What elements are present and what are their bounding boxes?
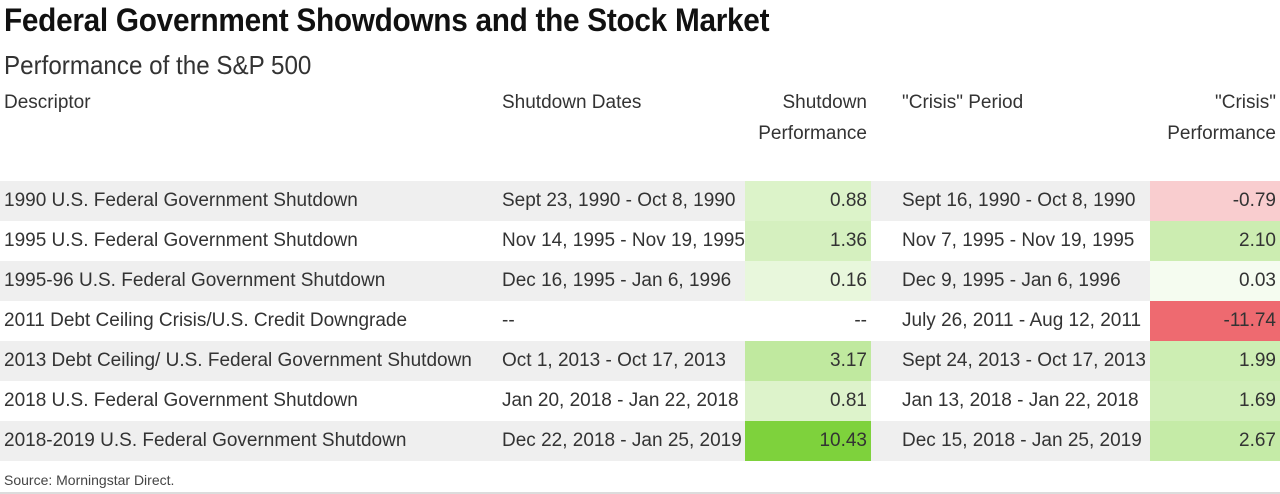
cell-shutdown-dates: Sept 23, 1990 - Oct 8, 1990 <box>502 190 736 211</box>
cell-crisis-period: Nov 7, 1995 - Nov 19, 1995 <box>902 230 1135 251</box>
cell-shutdown-dates: Oct 1, 2013 - Oct 17, 2013 <box>502 350 726 371</box>
cell-descriptor: 2018-2019 U.S. Federal Government Shutdo… <box>4 430 407 451</box>
cell-descriptor: 2011 Debt Ceiling Crisis/U.S. Credit Dow… <box>4 310 408 331</box>
cell-crisis-period: Jan 13, 2018 - Jan 22, 2018 <box>902 390 1139 411</box>
cell-crisis-performance: 0.03 <box>1150 261 1280 301</box>
bottom-divider <box>0 492 1280 494</box>
cell-shutdown-dates: Nov 14, 1995 - Nov 19, 1995 <box>502 230 745 251</box>
header-shutdown-performance: Shutdown Performance <box>758 92 867 144</box>
cell-descriptor: 1995-96 U.S. Federal Government Shutdown <box>4 270 386 291</box>
table-row: 2018 U.S. Federal Government Shutdown Jan… <box>0 381 1280 421</box>
header-shutdown-dates: Shutdown Dates <box>502 92 642 113</box>
cell-descriptor: 1990 U.S. Federal Government Shutdown <box>4 190 358 211</box>
cell-shutdown-performance: 0.88 <box>745 181 871 221</box>
chart-title: Federal Government Showdowns and the Sto… <box>4 2 770 38</box>
cell-crisis-performance: -0.79 <box>1150 181 1280 221</box>
cell-shutdown-performance: -- <box>854 310 867 331</box>
cell-crisis-period: Dec 15, 2018 - Jan 25, 2019 <box>902 430 1142 451</box>
cell-crisis-performance: 1.99 <box>1150 341 1280 381</box>
cell-crisis-performance: 2.67 <box>1150 421 1280 461</box>
header-crisis-performance: "Crisis" Performance <box>1167 92 1276 144</box>
table-row: 1990 U.S. Federal Government Shutdown Sep… <box>0 181 1280 221</box>
cell-shutdown-performance: 1.36 <box>745 221 871 261</box>
cell-crisis-performance: 1.69 <box>1150 381 1280 421</box>
table-row: 2018-2019 U.S. Federal Government Shutdo… <box>0 421 1280 461</box>
cell-crisis-performance: 2.10 <box>1150 221 1280 261</box>
cell-shutdown-dates: -- <box>502 310 515 331</box>
table-row: 2013 Debt Ceiling/ U.S. Federal Governme… <box>0 341 1280 381</box>
cell-crisis-period: Sept 24, 2013 - Oct 17, 2013 <box>902 350 1147 371</box>
header-descriptor: Descriptor <box>4 92 91 113</box>
cell-crisis-period: Sept 16, 1990 - Oct 8, 1990 <box>902 190 1136 211</box>
cell-shutdown-dates: Dec 22, 2018 - Jan 25, 2019 <box>502 430 742 451</box>
table-row: 1995-96 U.S. Federal Government Shutdown… <box>0 261 1280 301</box>
cell-shutdown-performance: 0.16 <box>745 261 871 301</box>
cell-shutdown-performance: 10.43 <box>745 421 871 461</box>
cell-crisis-period: Dec 9, 1995 - Jan 6, 1996 <box>902 270 1121 291</box>
cell-crisis-performance: -11.74 <box>1150 301 1280 341</box>
table-row: 1995 U.S. Federal Government Shutdown Nov… <box>0 221 1280 261</box>
header-crisis-period: "Crisis" Period <box>902 92 1024 113</box>
cell-shutdown-performance: 3.17 <box>745 341 871 381</box>
cell-descriptor: 1995 U.S. Federal Government Shutdown <box>4 230 358 251</box>
table-row: 2011 Debt Ceiling Crisis/U.S. Credit Dow… <box>0 301 1280 341</box>
cell-descriptor: 2013 Debt Ceiling/ U.S. Federal Governme… <box>4 350 472 371</box>
cell-shutdown-dates: Jan 20, 2018 - Jan 22, 2018 <box>502 390 739 411</box>
cell-descriptor: 2018 U.S. Federal Government Shutdown <box>4 390 358 411</box>
chart-subtitle: Performance of the S&P 500 <box>4 50 312 80</box>
source-note: Source: Morningstar Direct. <box>4 472 175 488</box>
cell-shutdown-performance: 0.81 <box>745 381 871 421</box>
cell-shutdown-dates: Dec 16, 1995 - Jan 6, 1996 <box>502 270 732 291</box>
cell-crisis-period: July 26, 2011 - Aug 12, 2011 <box>902 310 1142 331</box>
